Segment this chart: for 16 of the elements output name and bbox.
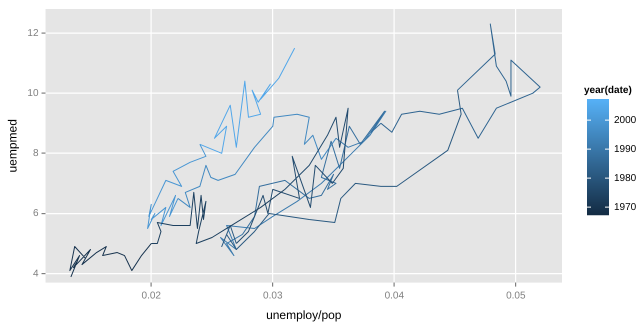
x-tick-label: 0.03 [263,290,283,302]
y-tick-label: 10 [27,88,39,99]
x-tick-label: 0.02 [142,290,162,302]
x-tick-label: 0.04 [384,290,404,302]
y-axis-title: uempmed [6,119,20,172]
y-tick-label: 8 [32,148,39,160]
y-tick-label: 4 [32,268,39,280]
x-tick-label: 0.05 [506,290,526,302]
color-bar-label: 1990 [614,144,637,155]
color-bar-title: year(date) [584,84,632,96]
color-bar-label: 2000 [614,114,637,126]
y-tick-label: 6 [32,208,39,220]
color-bar-label: 1970 [614,202,637,213]
x-axis-title: unemploy/pop [266,308,342,322]
y-tick-label: 12 [27,28,39,39]
color-bar-label: 1980 [614,172,637,184]
